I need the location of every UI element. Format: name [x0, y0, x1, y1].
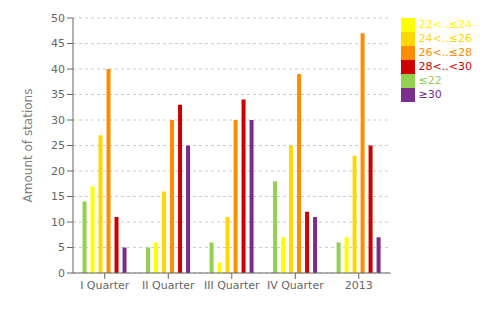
svg-text:Amount of stations: Amount of stations [21, 89, 35, 203]
svg-text:40: 40 [51, 63, 65, 76]
svg-text:2013: 2013 [345, 279, 373, 292]
html-text:26<..≤28: 26<..≤28 [418, 46, 472, 59]
svg-text:45: 45 [51, 37, 65, 50]
svg-text:20: 20 [51, 165, 65, 178]
svg-text:35: 35 [51, 88, 65, 101]
html-text:24<..≤26: 24<..≤26 [418, 32, 472, 45]
svg-text:50: 50 [51, 12, 65, 25]
html-text:≤22: ≤22 [418, 74, 442, 87]
svg-text:IV Quarter: IV Quarter [267, 279, 324, 292]
svg-text:II Quarter: II Quarter [142, 279, 195, 292]
svg-text:0: 0 [58, 267, 65, 280]
svg-text:15: 15 [51, 190, 65, 203]
svg-text:I Quarter: I Quarter [80, 279, 130, 292]
svg-text:30: 30 [51, 114, 65, 127]
svg-text:10: 10 [51, 216, 65, 229]
svg-text:25: 25 [51, 139, 65, 152]
svg-text:5: 5 [58, 241, 65, 254]
html-text:28<..<30: 28<..<30 [418, 60, 472, 73]
html-text:≥30: ≥30 [418, 88, 442, 101]
svg-text:III Quarter: III Quarter [204, 279, 260, 292]
html-text:22<..≤24: 22<..≤24 [418, 18, 472, 31]
